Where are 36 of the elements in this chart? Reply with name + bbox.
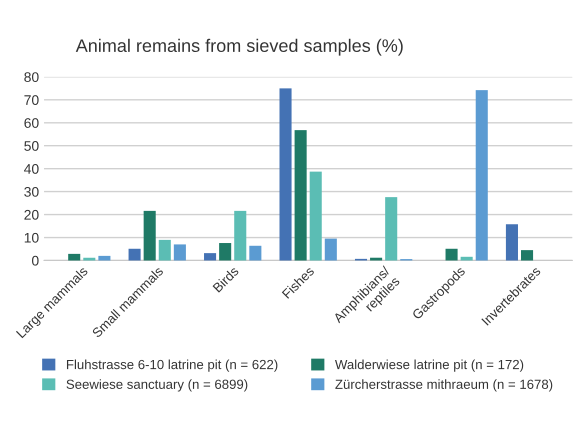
bar (249, 246, 262, 260)
bar (128, 248, 141, 260)
y-tick-label: 70 (24, 95, 39, 105)
bar (476, 90, 488, 260)
bar (219, 243, 232, 260)
bar (144, 210, 156, 260)
bar (446, 248, 458, 260)
legend-label: Zürcherstrasse mithraeum (n = 1678) (335, 379, 552, 392)
bar (279, 88, 292, 260)
bar (370, 258, 382, 260)
y-tick-label: 10 (24, 232, 39, 243)
legend-label: Walderwiese latrine pit (n = 172) (334, 360, 524, 372)
y-tick-label: 0 (32, 256, 39, 266)
legend-label: Fluhstrasse 6-10 latrine pit (n = 622) (66, 360, 278, 372)
bar (506, 224, 518, 260)
bar (310, 172, 322, 260)
bar (294, 130, 307, 260)
chart-title: Animal remains from sieved samples (%) (76, 38, 403, 56)
y-tick-label: 20 (24, 210, 39, 220)
bar (158, 240, 171, 260)
bar (385, 197, 398, 260)
bar (174, 244, 186, 260)
y-tick-label: 80 (24, 72, 39, 82)
bar (204, 253, 216, 260)
bar (324, 238, 337, 260)
bar (521, 250, 534, 260)
y-tick-label: 30 (24, 186, 39, 197)
bar (98, 256, 110, 260)
y-tick-label: 50 (24, 141, 39, 151)
y-tick-label: 60 (24, 118, 39, 128)
bar (83, 258, 96, 260)
legend-label: Seewiese sanctuary (n = 6899) (66, 379, 248, 392)
bar (460, 256, 473, 260)
y-tick-label: 40 (24, 164, 39, 174)
bar (234, 210, 246, 260)
bar (68, 254, 80, 260)
